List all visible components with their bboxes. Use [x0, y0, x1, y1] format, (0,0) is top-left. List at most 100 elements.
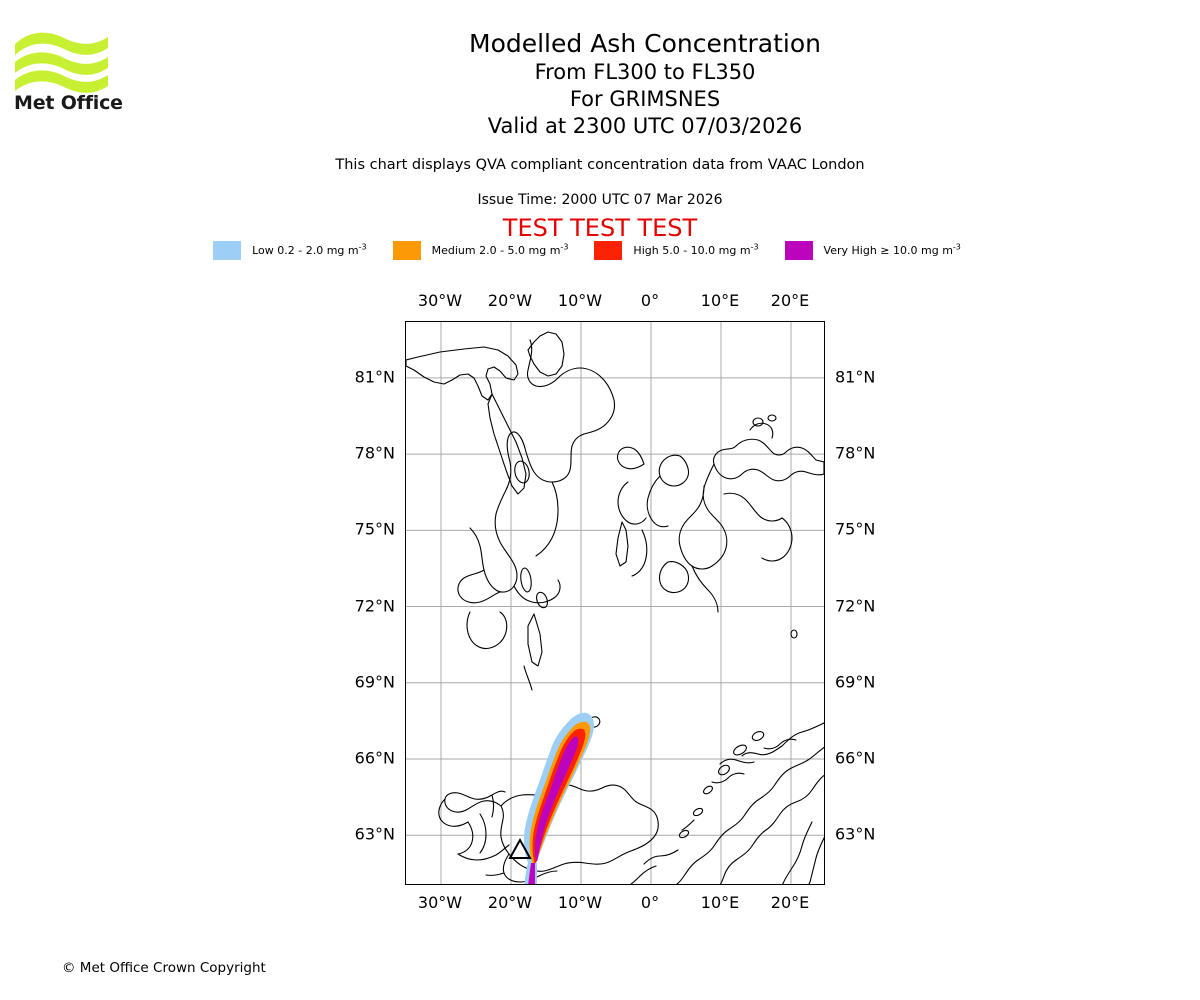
- norway-fjord-2: [741, 749, 777, 757]
- latitude-tick-label-left: 81°N: [354, 367, 395, 387]
- svalbard-fjord-south: [617, 481, 647, 525]
- legend-item: High 5.0 - 10.0 mg m-3: [594, 241, 784, 260]
- volcano-triangle-icon: [508, 837, 532, 859]
- norway-island-4: [703, 785, 713, 795]
- volcano-subtitle: For GRIMSNES: [569, 87, 721, 111]
- iceland-reykjanes: [485, 872, 505, 876]
- svalbard-southeast-coast: [691, 565, 719, 613]
- iceland-breidafjordur: [457, 844, 510, 861]
- issue-time: Issue Time: 2000 UTC 07 Mar 2026: [477, 192, 723, 208]
- legend-item: Medium 2.0 - 5.0 mg m-3: [392, 241, 595, 260]
- longitude-tick-label: 30°W: [417, 893, 463, 912]
- flight-level-subtitle: From FL300 to FL350: [534, 60, 756, 84]
- latitude-tick-label-right: 78°N: [835, 443, 876, 463]
- legend-label: Low 0.2 - 2.0 mg m-3: [252, 242, 367, 257]
- longitude-tick-label: 10°E: [700, 291, 740, 310]
- latitude-tick-label-right: 72°N: [835, 596, 876, 616]
- longitude-tick-label: 20°E: [770, 893, 810, 912]
- legend-label: Very High ≥ 10.0 mg m-3: [823, 242, 961, 257]
- legend-swatch: [392, 241, 421, 260]
- latitude-tick-label-right: 69°N: [835, 672, 876, 692]
- plume-veryhigh-core: [534, 736, 579, 862]
- greenland-island-small-1: [514, 460, 530, 484]
- latitude-tick-label-left: 66°N: [354, 748, 395, 768]
- ash-plume: [524, 712, 594, 884]
- met-office-logo-graphic: Met Office: [14, 32, 122, 112]
- greenland-south-island: [527, 613, 543, 667]
- svalbard-spitsbergen-main: [678, 463, 728, 570]
- norway-lofoten-2: [711, 772, 745, 784]
- svalbard-spitsbergen-north: [712, 438, 824, 482]
- map-gridlines: [406, 322, 824, 884]
- plume-veryhigh-tail: [528, 863, 535, 884]
- logo-waves: [15, 32, 108, 93]
- greenland-south-tip: [466, 611, 508, 650]
- greenland-south-coast: [513, 579, 561, 604]
- greenland-south-trail: [523, 665, 533, 691]
- norway-fjord-3: [681, 819, 695, 831]
- page-title: Modelled Ash Concentration: [469, 29, 821, 58]
- latitude-tick-label-left: 69°N: [354, 672, 395, 692]
- greenland-south-peninsula: [457, 569, 501, 604]
- longitude-tick-label: 10°E: [700, 893, 740, 912]
- norway-north-coast: [775, 722, 824, 751]
- iceland-fjord-inlet-n: [491, 794, 495, 818]
- latitude-tick-label-right: 63°N: [835, 824, 876, 844]
- latitude-tick-label-right: 81°N: [835, 367, 876, 387]
- norway-inland-border: [719, 774, 824, 884]
- svalbard-islet-2: [767, 414, 777, 422]
- svalbard-south-coast: [631, 529, 648, 577]
- bothnia-coast-west: [782, 821, 813, 884]
- iceland-westfjords-north: [444, 790, 506, 813]
- source-marker: [508, 837, 532, 859]
- met-office-logo: Met Office: [12, 22, 122, 112]
- greenland-island-small-3: [536, 591, 548, 609]
- longitude-tick-label: 0°: [640, 291, 660, 310]
- coastlines: [406, 331, 824, 884]
- longitude-tick-label: 10°W: [557, 291, 603, 310]
- latitude-tick-label-right: 75°N: [835, 519, 876, 539]
- norway-south-islands: [643, 849, 679, 865]
- longitude-tick-label: 0°: [640, 893, 660, 912]
- longitude-tick-label: 10°W: [557, 893, 603, 912]
- bear-island: [790, 629, 798, 639]
- legend-label: Medium 2.0 - 5.0 mg m-3: [431, 242, 569, 257]
- legend-item: Very High ≥ 10.0 mg m-3: [784, 241, 987, 260]
- latitude-tick-label-right: 66°N: [835, 748, 876, 768]
- map-canvas: [406, 322, 824, 884]
- valid-time-subtitle: Valid at 2300 UTC 07/03/2026: [487, 114, 803, 138]
- latitude-tick-label-left: 63°N: [354, 824, 395, 844]
- latitude-tick-label-left: 78°N: [354, 443, 395, 463]
- greenland-east-fjord-1: [487, 393, 527, 495]
- greenland-fjord-inlet: [535, 481, 559, 557]
- iceland-westfjords-south: [457, 821, 474, 855]
- svalbard-east-island: [761, 517, 793, 562]
- met-office-logo-text: Met Office: [14, 92, 122, 112]
- longitude-tick-label: 20°W: [487, 291, 533, 310]
- legend-label: High 5.0 - 10.0 mg m-3: [633, 242, 759, 257]
- norway-island-1: [751, 731, 765, 741]
- longitude-tick-label: 20°E: [770, 291, 810, 310]
- bothnia-coast-east: [808, 836, 824, 884]
- test-banner: TEST TEST TEST: [502, 214, 698, 242]
- copyright-notice: © Met Office Crown Copyright: [62, 960, 266, 976]
- svalbard-island-sw: [615, 521, 629, 567]
- norway-island-5: [692, 807, 704, 817]
- iceland-southwest-coast: [502, 853, 558, 883]
- map-frame: [405, 321, 825, 885]
- svalbard-islet-1: [752, 417, 764, 427]
- greenland-north-coast: [406, 346, 519, 401]
- latitude-tick-label-left: 75°N: [354, 519, 395, 539]
- greenland-east-coast: [469, 339, 616, 593]
- legend-item: Low 0.2 - 2.0 mg m-3: [213, 241, 393, 260]
- norway-west-coast: [676, 746, 824, 884]
- greenland-island-small-2: [520, 567, 532, 593]
- svalbard-edgeoya: [658, 561, 690, 594]
- chart-title-block: Modelled Ash Concentration From FL300 to…: [130, 28, 1160, 140]
- concentration-legend: Low 0.2 - 2.0 mg m-3 Medium 2.0 - 5.0 mg …: [0, 241, 1200, 260]
- legend-swatch: [213, 241, 242, 260]
- legend-swatch: [594, 241, 623, 260]
- longitude-tick-label: 20°W: [487, 893, 533, 912]
- svalbard-west-fjord: [646, 475, 669, 528]
- iceland-fjord-inner: [479, 813, 487, 854]
